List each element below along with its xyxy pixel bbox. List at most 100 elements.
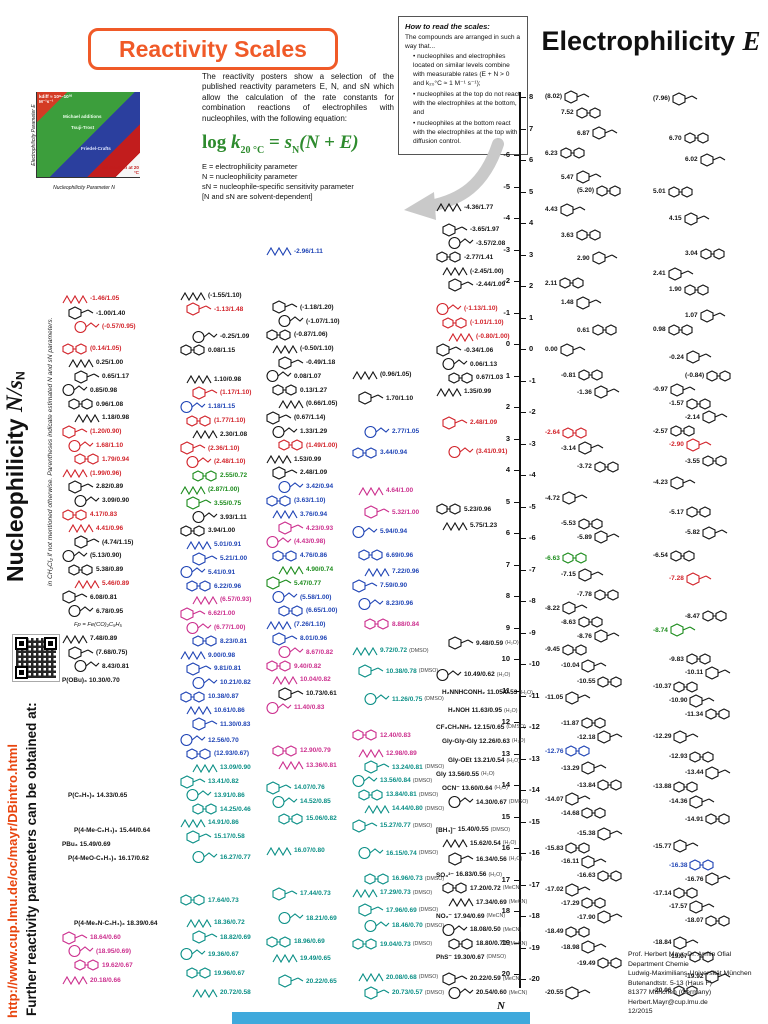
reactivity-entry: -15.77: [653, 839, 699, 853]
structure-glyph: [576, 229, 601, 241]
reactivity-value: -0.24: [669, 353, 684, 361]
structure-glyph: [686, 572, 712, 586]
reactivity-entry: -19.49: [577, 957, 623, 970]
reactivity-value: -17.57: [669, 903, 688, 911]
reactivity-entry: 1.18/1.15: [180, 400, 235, 413]
axis-number-n: 20: [501, 969, 510, 978]
reactivity-value: 12.90/0.79: [300, 747, 331, 755]
reactivity-entry: (-0.84): [685, 369, 732, 382]
reactivity-entry: -14.68: [561, 807, 607, 820]
axis-tick-e: [521, 979, 526, 981]
structure-glyph: [266, 621, 292, 630]
landscape-plot-area: kdiff ≈ 10⁹–10¹⁰ M⁻¹s⁻¹ Michael addition…: [36, 92, 140, 178]
reactivity-entry: 6.23: [545, 147, 586, 160]
reactivity-value: 1.79/0.94: [102, 455, 130, 463]
structure-glyph: [272, 795, 298, 808]
structure-glyph: [358, 847, 384, 860]
reactivity-value: -7.28: [669, 575, 684, 583]
reactivity-value: (12.93/0.67): [214, 750, 250, 758]
axis-number-n: 17: [501, 874, 510, 884]
reactivity-entry: 0.08/1.15: [180, 344, 235, 357]
structure-glyph: [562, 644, 587, 656]
compound-formula: OCN⁻: [442, 785, 460, 793]
qr-finder-top-left: [15, 637, 28, 650]
structure-glyph: [278, 439, 303, 451]
structure-glyph: [186, 830, 212, 844]
reactivity-value: 16.27/0.77: [220, 853, 251, 861]
axis-number-n: -1: [503, 307, 510, 317]
reactivity-entry: -5.89: [577, 530, 620, 545]
reactivity-value: -18.84: [653, 939, 672, 947]
reactivity-entry: 4.43: [545, 203, 586, 217]
contact-line: 12/2015: [628, 1008, 653, 1016]
landscape-label-michael: Michael additions: [63, 114, 102, 119]
reactivity-value: 1.07: [685, 312, 698, 320]
reactivity-value: 6.70: [669, 134, 682, 142]
reactivity-value: 20.54/0.60: [476, 989, 507, 996]
qr-code: [12, 634, 60, 682]
reactivity-value: (5.58/1.00): [300, 593, 332, 601]
reactivity-value: -0.25/1.09: [220, 333, 250, 341]
reactivity-value: 5.21/1.00: [220, 555, 248, 563]
axis-number-e: -18: [529, 911, 540, 920]
reactivity-entry: -11.34: [685, 708, 731, 721]
axis-number-n: 5: [505, 496, 510, 506]
reactivity-entry: 0.00: [545, 342, 586, 357]
reactivity-value: -3.65/1.97: [470, 226, 500, 234]
how-to-read-box: How to read the scales: The compounds ar…: [398, 16, 528, 156]
reactivity-value: -13.44: [685, 769, 704, 777]
reactivity-entry: -2.64: [545, 426, 588, 439]
structure-glyph: [272, 510, 298, 519]
structure-glyph: [186, 967, 211, 979]
structure-glyph: [442, 972, 468, 986]
equation-k: k: [231, 131, 241, 153]
contact-line: Ludwig-Maximilians-Universität München: [628, 970, 752, 978]
reactivity-entry: 4.90/0.74: [278, 563, 333, 576]
solvent-note: (H₂O): [519, 689, 533, 696]
structure-glyph: [705, 813, 730, 825]
structure-glyph: [180, 734, 206, 747]
reactivity-value: -3.14: [561, 444, 576, 452]
solvent-note: (DMSO): [424, 989, 445, 996]
reactivity-entry: 4.15: [669, 212, 710, 226]
reactivity-value: (1.49/1.00): [306, 441, 338, 449]
central-axis: [519, 92, 521, 988]
structure-glyph: [272, 550, 297, 562]
structure-glyph: [448, 795, 474, 809]
reactivity-value: -20.55: [545, 989, 564, 996]
reactivity-value: (5.13/0.90): [90, 552, 122, 560]
reactivity-entry: -6.63: [545, 552, 588, 565]
structure-glyph: [448, 372, 473, 384]
reactivity-entry: 17.29/0.73 (DMSO): [352, 886, 432, 899]
axis-tick-n: [514, 186, 519, 188]
reactivity-value: (-0.84): [685, 372, 705, 380]
reactivity-entry: 13.36/0.81: [278, 759, 337, 772]
reactivity-entry: 3.76/0.94: [272, 508, 327, 521]
axis-tick-n: [514, 785, 519, 787]
reactivity-value: 18.96/0.69: [294, 938, 325, 946]
reactivity-value: 14.30/0.67: [476, 798, 507, 806]
reactivity-value: (1.99/0.96): [90, 469, 122, 477]
axis-tick-n: [514, 155, 519, 157]
reactivity-entry: 4.76/0.86: [272, 549, 327, 562]
reactivity-value: 6.87: [577, 129, 590, 137]
solvent-note: (DMSO): [424, 875, 445, 882]
structure-glyph: [581, 897, 606, 909]
reactivity-entry: -16.38: [669, 859, 715, 872]
reactivity-value: 15.62/0.54: [470, 839, 501, 847]
reactivity-entry: 8.67/0.82: [278, 646, 333, 659]
reactivity-value: 6.08/0.81: [90, 593, 118, 601]
reactivity-entry: 7.22/0.96: [364, 565, 419, 578]
compound-formula: P(4-Me₂N-C₆H₄)₃: [74, 920, 125, 928]
structure-glyph: [74, 494, 100, 507]
reactivity-value: -16.11: [561, 858, 580, 866]
axis-number-e: 8: [529, 92, 534, 101]
reactivity-entry: -18.84: [653, 936, 699, 950]
reactivity-value: 13.21/0.54: [473, 757, 505, 765]
structure-glyph: [448, 938, 473, 950]
reactivity-entry: 8.43/0.81: [74, 660, 129, 673]
structure-glyph: [186, 706, 212, 715]
structure-glyph: [448, 986, 474, 999]
axis-number-n: 6: [505, 528, 510, 537]
nucleophile-column-1: -1.46/1.05 -1.00/1.40 (-0.57/0.95) (0.14/1.…: [62, 0, 176, 1024]
